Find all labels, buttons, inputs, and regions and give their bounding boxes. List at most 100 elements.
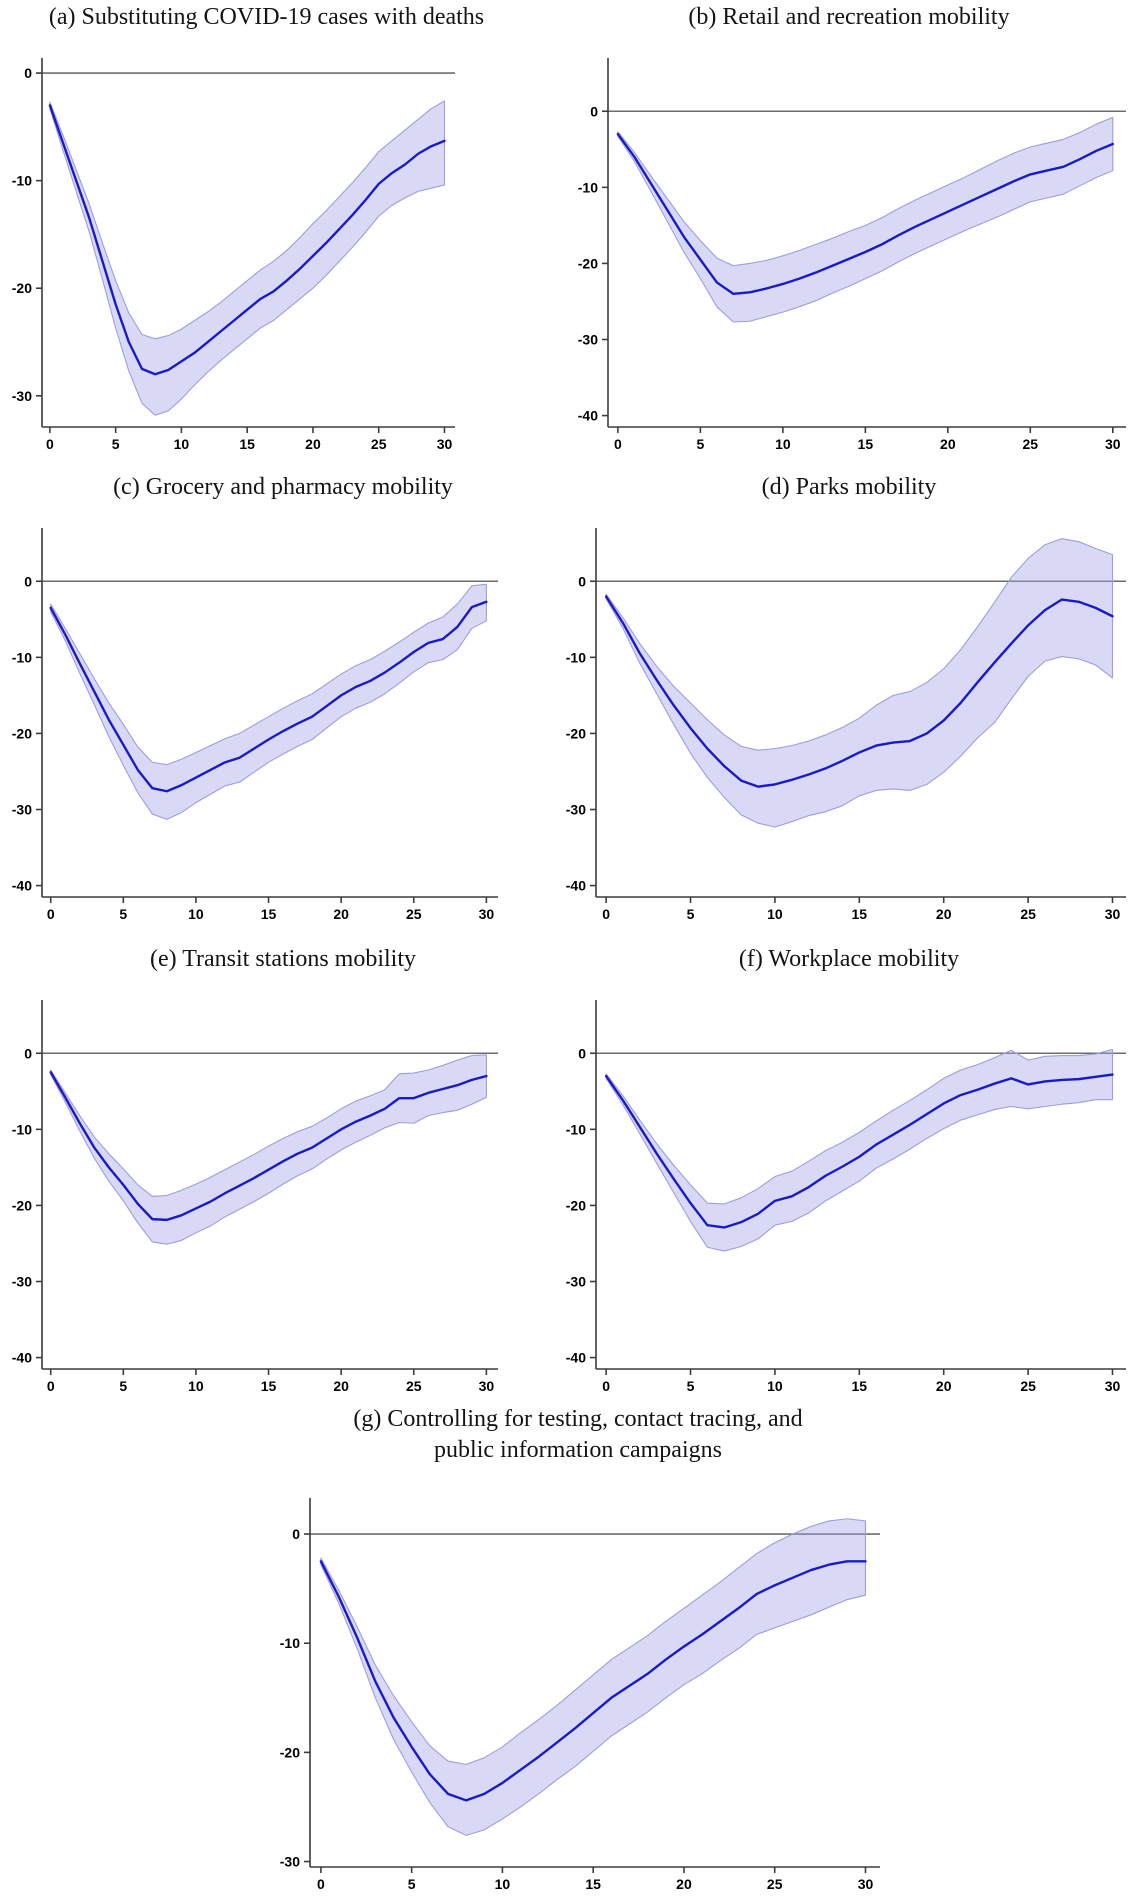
svg-text:-30: -30	[566, 1274, 586, 1290]
svg-text:-20: -20	[280, 1744, 300, 1760]
svg-text:0: 0	[24, 1045, 32, 1061]
panel-title-d: (d) Parks mobility	[761, 474, 937, 500]
svg-text:15: 15	[858, 436, 874, 452]
svg-text:0: 0	[24, 65, 32, 81]
svg-text:-40: -40	[566, 1350, 586, 1366]
svg-text:-10: -10	[12, 649, 32, 665]
svg-text:25: 25	[767, 1876, 783, 1892]
svg-text:15: 15	[585, 1876, 601, 1892]
svg-text:-20: -20	[566, 725, 586, 741]
chart-canvas-a: 0 -10 -20 -30 0 5 10 15 20 25 30	[12, 58, 455, 452]
svg-text:10: 10	[174, 436, 190, 452]
svg-text:30: 30	[479, 1378, 495, 1394]
svg-text:0: 0	[614, 436, 622, 452]
svg-text:30: 30	[1105, 1378, 1121, 1394]
svg-text:-10: -10	[566, 649, 586, 665]
panel-e: (e) Transit stations mobility 0 -10 -20 -30…	[0, 944, 566, 1404]
svg-text:25: 25	[1023, 436, 1039, 452]
svg-text:20: 20	[305, 436, 321, 452]
chart-canvas-d: 0 -10 -20 -30 -40 0 5 10 15 20 25 30	[566, 528, 1126, 922]
svg-text:0: 0	[602, 1378, 610, 1394]
svg-text:-20: -20	[566, 1197, 586, 1213]
svg-text:-40: -40	[578, 408, 598, 424]
svg-text:20: 20	[333, 1378, 349, 1394]
panel-a: (a) Substituting COVID-19 cases with dea…	[0, 2, 566, 462]
svg-text:0: 0	[47, 906, 55, 922]
svg-text:0: 0	[24, 573, 32, 589]
svg-text:5: 5	[112, 436, 120, 452]
panel-title-e: (e) Transit stations mobility	[149, 946, 416, 972]
svg-text:15: 15	[261, 906, 277, 922]
svg-text:-40: -40	[12, 878, 32, 894]
svg-text:30: 30	[437, 436, 453, 452]
svg-text:-10: -10	[12, 173, 32, 189]
panel-title-g: (g) Controlling for testing, contact tra…	[353, 1406, 803, 1464]
chart-canvas-c: 0 -10 -20 -30 -40 0 5 10 15 20 25 30	[12, 528, 498, 922]
svg-text:15: 15	[852, 906, 868, 922]
panel-title-a: (a) Substituting COVID-19 cases with dea…	[48, 4, 485, 30]
svg-text:10: 10	[495, 1876, 511, 1892]
svg-text:-30: -30	[578, 332, 598, 348]
svg-text:10: 10	[775, 436, 791, 452]
svg-text:10: 10	[188, 1378, 204, 1394]
svg-text:-10: -10	[280, 1635, 300, 1651]
svg-text:0: 0	[47, 1378, 55, 1394]
svg-text:-40: -40	[12, 1350, 32, 1366]
svg-text:-20: -20	[578, 255, 598, 271]
panel-g: (g) Controlling for testing, contact tra…	[226, 1404, 906, 1896]
svg-text:25: 25	[1020, 906, 1036, 922]
svg-text:30: 30	[1105, 436, 1121, 452]
svg-text:25: 25	[406, 1378, 422, 1394]
chart-canvas-f: 0 -10 -20 -30 -40 0 5 10 15 20 25 30	[566, 1000, 1126, 1394]
svg-text:25: 25	[1020, 1378, 1036, 1394]
svg-text:15: 15	[239, 436, 255, 452]
svg-text:5: 5	[119, 1378, 127, 1394]
svg-text:20: 20	[936, 1378, 952, 1394]
svg-text:0: 0	[602, 906, 610, 922]
svg-text:-30: -30	[280, 1854, 300, 1870]
svg-text:20: 20	[333, 906, 349, 922]
panel-title-f: (f) Workplace mobility	[738, 946, 960, 972]
svg-text:0: 0	[578, 573, 586, 589]
svg-text:-30: -30	[566, 802, 586, 818]
panel-b: (b) Retail and recreation mobility 0 -10 -…	[566, 2, 1132, 462]
svg-text:-20: -20	[12, 280, 32, 296]
svg-text:20: 20	[940, 436, 956, 452]
svg-text:0: 0	[292, 1526, 300, 1542]
svg-text:0: 0	[578, 1045, 586, 1061]
svg-text:-40: -40	[566, 878, 586, 894]
panel-c: (c) Grocery and pharmacy mobility 0 -10 -2…	[0, 472, 566, 932]
panel-f: (f) Workplace mobility 0 -10 -20 -30 -40 0 5 10…	[566, 944, 1132, 1404]
svg-text:5: 5	[119, 906, 127, 922]
panel-d: (d) Parks mobility 0 -10 -20 -30 -40 0 5 10 15 20…	[566, 472, 1132, 932]
svg-text:25: 25	[371, 436, 387, 452]
svg-text:20: 20	[676, 1876, 692, 1892]
svg-text:30: 30	[479, 906, 495, 922]
svg-text:-10: -10	[566, 1121, 586, 1137]
svg-text:-20: -20	[12, 1197, 32, 1213]
svg-text:-10: -10	[12, 1121, 32, 1137]
svg-text:10: 10	[188, 906, 204, 922]
svg-text:-10: -10	[578, 179, 598, 195]
svg-text:10: 10	[767, 906, 783, 922]
svg-text:5: 5	[696, 436, 704, 452]
chart-canvas-b: 0 -10 -20 -30 -40 0 5 10 15 20 25 30	[578, 58, 1126, 452]
svg-text:-30: -30	[12, 1274, 32, 1290]
svg-text:5: 5	[687, 906, 695, 922]
svg-text:0: 0	[590, 103, 598, 119]
svg-text:0: 0	[317, 1876, 325, 1892]
chart-canvas-g: 0 -10 -20 -30 0 5 10 15 20 25 30	[280, 1498, 880, 1892]
svg-text:0: 0	[46, 436, 54, 452]
svg-text:15: 15	[852, 1378, 868, 1394]
svg-text:5: 5	[687, 1378, 695, 1394]
svg-text:20: 20	[936, 906, 952, 922]
svg-text:-20: -20	[12, 725, 32, 741]
svg-text:5: 5	[408, 1876, 416, 1892]
svg-text:30: 30	[858, 1876, 874, 1892]
chart-canvas-e: 0 -10 -20 -30 -40 0 5 10 15 20 25 30	[12, 1000, 498, 1394]
panel-title-c: (c) Grocery and pharmacy mobility	[113, 474, 453, 500]
svg-text:-30: -30	[12, 388, 32, 404]
svg-text:25: 25	[406, 906, 422, 922]
panel-title-b: (b) Retail and recreation mobility	[688, 4, 1010, 30]
